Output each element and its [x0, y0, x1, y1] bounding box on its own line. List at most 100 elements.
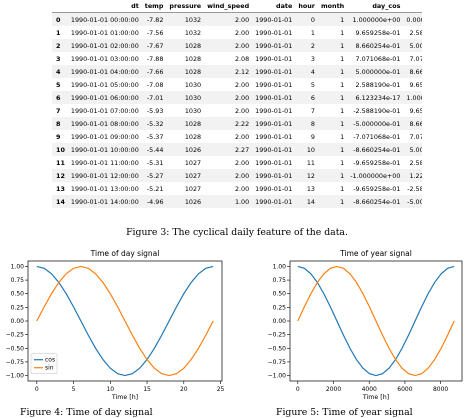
table-cell: 1.000000e+00	[403, 91, 422, 104]
table-cell: 9.659258e-01	[355, 28, 401, 37]
table-cell: 5.000000e-01	[347, 65, 404, 78]
column-header-day-sin: day_sin	[403, 0, 422, 13]
table-cell: 1	[317, 169, 348, 182]
table-cell: 1	[317, 65, 348, 78]
table-cell: 1028	[166, 65, 205, 78]
table-cell: 1032	[184, 28, 202, 37]
table-cell: 2.12	[204, 65, 253, 78]
row-index-cell: 0	[52, 12, 68, 26]
table-cell: -5.000000e-01	[403, 195, 422, 208]
table-cell: 7	[310, 106, 315, 115]
column-header-dt: dt	[67, 0, 142, 13]
table-cell: 1990-01-01 06:00:00	[67, 91, 142, 104]
table-cell: 1990-01-01	[255, 28, 293, 37]
figure-3-caption: Figure 3: The cyclical daily feature of …	[126, 227, 348, 238]
table-row: 0 1990-01-01 00:00:00 -7.82 1032 2.00 1990-01…	[52, 12, 422, 26]
table-row: 5 1990-01-01 05:00:00 -7.08 1030 2.00 1990-01…	[52, 78, 422, 91]
table-cell: 1027	[184, 158, 202, 167]
table-cell: 1027	[166, 169, 205, 182]
table-cell: 8.660254e-01	[403, 117, 422, 130]
y-tick-label: 0.75	[11, 277, 25, 284]
table-body: 0 1990-01-01 00:00:00 -7.82 1032 2.00 1990-01…	[52, 12, 422, 208]
table-cell: 1990-01-01	[252, 12, 296, 26]
row-index-cell: 2	[52, 39, 68, 52]
table-cell: 1990-01-01	[252, 117, 296, 130]
table-cell: -5.21	[146, 184, 164, 193]
row-index-cell: 11	[56, 158, 65, 167]
row-index-cell: 10	[52, 143, 68, 156]
chart-title: Time of day signal	[90, 249, 160, 258]
x-tick-label: 5	[72, 386, 76, 393]
table-cell: 1026	[166, 143, 205, 156]
table-cell: -8.660254e-01	[347, 143, 404, 156]
x-tick-label: 10	[106, 386, 114, 393]
table-cell: 1027	[184, 184, 202, 193]
table-cell: -7.82	[141, 12, 167, 26]
table-cell: 2.588190e-01	[409, 28, 422, 37]
row-index-cell: 3	[56, 54, 61, 63]
table-cell: 2.588190e-01	[355, 80, 401, 89]
table-cell: 2.00	[234, 80, 250, 89]
table-cell: 1990-01-01	[252, 195, 296, 208]
column-header-date: date	[252, 0, 296, 13]
x-tick-label: 0	[296, 386, 300, 393]
table-cell: 1	[317, 39, 348, 52]
y-tick-label: 0.25	[273, 304, 287, 311]
table-cell: 1	[340, 158, 345, 167]
table-cell: 1990-01-01 03:00:00	[70, 54, 139, 63]
table-header-row: dt temp pressure wind_speed date hour month day…	[52, 0, 422, 13]
row-index-cell: 9	[56, 132, 61, 141]
table-cell: 1990-01-01	[252, 143, 296, 156]
table-cell: 2	[295, 39, 318, 52]
row-index-cell: 12	[52, 169, 68, 182]
table-cell: 1	[317, 91, 348, 104]
row-index-cell: 7	[56, 106, 61, 115]
x-tick-label: 8000	[433, 386, 448, 393]
table-cell: 1990-01-01 10:00:00	[67, 143, 142, 156]
table-row: 9 1990-01-01 09:00:00 -5.37 1028 2.00 1990-01…	[52, 130, 422, 143]
column-header-wind-speed: wind_speed	[204, 0, 253, 13]
table-cell: -7.88	[146, 54, 164, 63]
table-row: 7 1990-01-01 07:00:00 -5.93 1030 2.00 1990-01…	[52, 104, 422, 117]
y-tick-label: 0.50	[273, 291, 287, 298]
table-cell: 1	[340, 132, 345, 141]
table-cell: 6.123234e-17	[347, 91, 404, 104]
table-row: 1 1990-01-01 01:00:00 -7.56 1032 2.00 1990-01…	[52, 26, 422, 39]
table-cell: 1990-01-01	[255, 54, 293, 63]
table-cell: -2.588190e-01	[353, 106, 401, 115]
table-cell: 1028	[184, 54, 202, 63]
table-cell: -1.000000e+00	[347, 169, 404, 182]
table-cell: 14	[295, 195, 318, 208]
table-cell: 1990-01-01 08:00:00	[67, 117, 142, 130]
figure-5-caption: Figure 5: Time of year signal	[276, 407, 413, 418]
table-cell: 1026	[166, 195, 205, 208]
y-tick-label: 0.00	[11, 318, 25, 325]
row-index-cell: 6	[52, 91, 68, 104]
table-cell: 1990-01-01 13:00:00	[70, 184, 139, 193]
table-cell: 8.660254e-01	[403, 65, 422, 78]
table-cell: 1030	[166, 91, 205, 104]
table-cell: 1028	[184, 132, 202, 141]
dataframe-table-container: dt temp pressure wind_speed date hour month day…	[52, 0, 422, 222]
table-cell: 11	[306, 158, 315, 167]
y-tick-label: 1.00	[273, 263, 287, 270]
table-cell: -7.071068e-01	[353, 132, 401, 141]
table-cell: 1990-01-01 02:00:00	[67, 39, 142, 52]
figure-4-caption: Figure 4: Time of day signal	[20, 407, 153, 418]
table-cell: 5	[310, 80, 315, 89]
table-row: 2 1990-01-01 02:00:00 -7.67 1028 2.00 1990-01…	[52, 39, 422, 52]
y-tick-label: −0.25	[6, 332, 25, 339]
table-cell: 1990-01-01	[255, 132, 293, 141]
table-cell: 2.27	[204, 143, 253, 156]
row-index-cell: 4	[52, 65, 68, 78]
table-cell: 7.071068e-01	[409, 132, 422, 141]
table-cell: 1990-01-01	[252, 39, 296, 52]
y-tick-label: −0.50	[6, 345, 25, 352]
table-row: 14 1990-01-01 14:00:00 -4.96 1026 1.00 1990-0…	[52, 195, 422, 208]
y-tick-label: −1.00	[268, 373, 287, 380]
row-index-cell: 1	[56, 28, 61, 37]
table-cell: 9.659258e-01	[409, 106, 422, 115]
legend-label-sin: sin	[45, 365, 54, 372]
table-cell: -7.67	[141, 39, 167, 52]
